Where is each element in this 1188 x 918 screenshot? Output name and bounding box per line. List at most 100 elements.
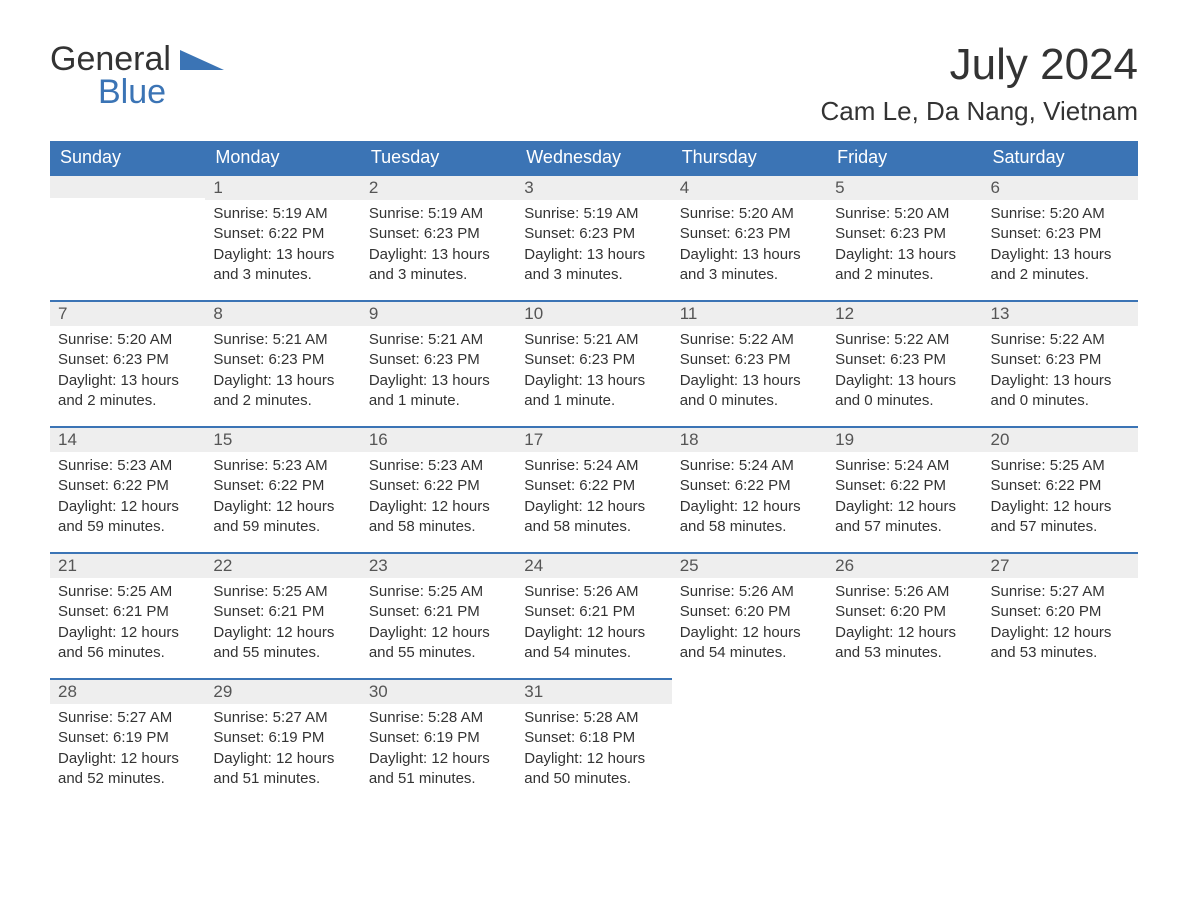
day-number: 3 <box>516 174 671 200</box>
day-body: Sunrise: 5:28 AMSunset: 6:19 PMDaylight:… <box>361 704 516 797</box>
day-body: Sunrise: 5:20 AMSunset: 6:23 PMDaylight:… <box>827 200 982 293</box>
day-number: 16 <box>361 426 516 452</box>
day-sunrise: Sunrise: 5:25 AM <box>369 582 508 602</box>
calendar-cell: 6Sunrise: 5:20 AMSunset: 6:23 PMDaylight… <box>983 174 1138 300</box>
day-body: Sunrise: 5:28 AMSunset: 6:18 PMDaylight:… <box>516 704 671 797</box>
day-sunrise: Sunrise: 5:26 AM <box>680 582 819 602</box>
calendar-cell: 22Sunrise: 5:25 AMSunset: 6:21 PMDayligh… <box>205 552 360 678</box>
day-dl1: Daylight: 12 hours <box>369 749 508 769</box>
day-dl2: and 0 minutes. <box>680 391 819 411</box>
day-sunrise: Sunrise: 5:22 AM <box>835 330 974 350</box>
day-body: Sunrise: 5:27 AMSunset: 6:19 PMDaylight:… <box>50 704 205 797</box>
day-sunrise: Sunrise: 5:20 AM <box>58 330 197 350</box>
calendar-cell: 25Sunrise: 5:26 AMSunset: 6:20 PMDayligh… <box>672 552 827 678</box>
day-dl2: and 50 minutes. <box>524 769 663 789</box>
day-dl1: Daylight: 12 hours <box>58 623 197 643</box>
day-body: Sunrise: 5:21 AMSunset: 6:23 PMDaylight:… <box>205 326 360 419</box>
day-body: Sunrise: 5:24 AMSunset: 6:22 PMDaylight:… <box>516 452 671 545</box>
day-dl2: and 52 minutes. <box>58 769 197 789</box>
day-number: 31 <box>516 678 671 704</box>
day-body: Sunrise: 5:23 AMSunset: 6:22 PMDaylight:… <box>50 452 205 545</box>
day-sunset: Sunset: 6:22 PM <box>58 476 197 496</box>
day-sunrise: Sunrise: 5:20 AM <box>991 204 1130 224</box>
day-number: 29 <box>205 678 360 704</box>
day-sunrise: Sunrise: 5:27 AM <box>991 582 1130 602</box>
day-dl2: and 3 minutes. <box>213 265 352 285</box>
calendar-cell: 10Sunrise: 5:21 AMSunset: 6:23 PMDayligh… <box>516 300 671 426</box>
day-sunset: Sunset: 6:22 PM <box>369 476 508 496</box>
logo-triangle-icon <box>180 50 224 70</box>
day-dl1: Daylight: 13 hours <box>991 371 1130 391</box>
day-header: Friday <box>827 141 982 174</box>
day-sunrise: Sunrise: 5:20 AM <box>835 204 974 224</box>
calendar-cell: 30Sunrise: 5:28 AMSunset: 6:19 PMDayligh… <box>361 678 516 804</box>
day-sunset: Sunset: 6:23 PM <box>369 350 508 370</box>
calendar-week-row: 7Sunrise: 5:20 AMSunset: 6:23 PMDaylight… <box>50 300 1138 426</box>
day-body: Sunrise: 5:26 AMSunset: 6:21 PMDaylight:… <box>516 578 671 671</box>
day-sunset: Sunset: 6:21 PM <box>524 602 663 622</box>
day-sunset: Sunset: 6:23 PM <box>524 224 663 244</box>
day-sunset: Sunset: 6:22 PM <box>524 476 663 496</box>
day-number: 2 <box>361 174 516 200</box>
page-subtitle: Cam Le, Da Nang, Vietnam <box>821 96 1138 127</box>
calendar-cell: 26Sunrise: 5:26 AMSunset: 6:20 PMDayligh… <box>827 552 982 678</box>
day-sunrise: Sunrise: 5:24 AM <box>835 456 974 476</box>
day-sunrise: Sunrise: 5:28 AM <box>369 708 508 728</box>
day-number: 8 <box>205 300 360 326</box>
day-sunset: Sunset: 6:23 PM <box>524 350 663 370</box>
day-sunset: Sunset: 6:23 PM <box>213 350 352 370</box>
day-dl1: Daylight: 12 hours <box>680 497 819 517</box>
calendar-cell <box>983 678 1138 804</box>
calendar-cell: 8Sunrise: 5:21 AMSunset: 6:23 PMDaylight… <box>205 300 360 426</box>
calendar-cell: 14Sunrise: 5:23 AMSunset: 6:22 PMDayligh… <box>50 426 205 552</box>
day-sunset: Sunset: 6:20 PM <box>991 602 1130 622</box>
day-sunrise: Sunrise: 5:25 AM <box>213 582 352 602</box>
day-sunrise: Sunrise: 5:21 AM <box>369 330 508 350</box>
day-dl2: and 56 minutes. <box>58 643 197 663</box>
day-dl1: Daylight: 13 hours <box>213 371 352 391</box>
day-dl1: Daylight: 12 hours <box>58 497 197 517</box>
day-body: Sunrise: 5:24 AMSunset: 6:22 PMDaylight:… <box>827 452 982 545</box>
day-number: 15 <box>205 426 360 452</box>
calendar-cell: 12Sunrise: 5:22 AMSunset: 6:23 PMDayligh… <box>827 300 982 426</box>
day-dl1: Daylight: 13 hours <box>58 371 197 391</box>
day-sunset: Sunset: 6:22 PM <box>835 476 974 496</box>
day-sunset: Sunset: 6:22 PM <box>213 476 352 496</box>
day-body: Sunrise: 5:27 AMSunset: 6:19 PMDaylight:… <box>205 704 360 797</box>
day-sunset: Sunset: 6:23 PM <box>369 224 508 244</box>
day-sunrise: Sunrise: 5:22 AM <box>991 330 1130 350</box>
day-dl2: and 1 minute. <box>369 391 508 411</box>
day-dl2: and 55 minutes. <box>369 643 508 663</box>
day-dl2: and 51 minutes. <box>213 769 352 789</box>
calendar-cell <box>672 678 827 804</box>
day-number: 12 <box>827 300 982 326</box>
day-dl1: Daylight: 13 hours <box>991 245 1130 265</box>
day-sunrise: Sunrise: 5:21 AM <box>213 330 352 350</box>
day-dl1: Daylight: 12 hours <box>524 749 663 769</box>
day-dl2: and 0 minutes. <box>835 391 974 411</box>
day-number: 6 <box>983 174 1138 200</box>
day-dl1: Daylight: 13 hours <box>524 371 663 391</box>
day-dl1: Daylight: 12 hours <box>991 623 1130 643</box>
day-dl2: and 2 minutes. <box>58 391 197 411</box>
day-number: 26 <box>827 552 982 578</box>
day-body: Sunrise: 5:19 AMSunset: 6:22 PMDaylight:… <box>205 200 360 293</box>
day-dl1: Daylight: 12 hours <box>213 749 352 769</box>
title-block: July 2024 Cam Le, Da Nang, Vietnam <box>821 40 1138 127</box>
day-sunset: Sunset: 6:23 PM <box>680 350 819 370</box>
day-sunset: Sunset: 6:23 PM <box>680 224 819 244</box>
day-dl2: and 59 minutes. <box>58 517 197 537</box>
day-number: 24 <box>516 552 671 578</box>
day-number: 10 <box>516 300 671 326</box>
day-dl2: and 59 minutes. <box>213 517 352 537</box>
day-dl1: Daylight: 12 hours <box>835 497 974 517</box>
day-sunset: Sunset: 6:20 PM <box>835 602 974 622</box>
day-dl2: and 2 minutes. <box>835 265 974 285</box>
calendar-cell <box>50 174 205 300</box>
day-number: 1 <box>205 174 360 200</box>
day-sunrise: Sunrise: 5:23 AM <box>58 456 197 476</box>
day-dl1: Daylight: 13 hours <box>213 245 352 265</box>
day-number: 22 <box>205 552 360 578</box>
day-dl2: and 57 minutes. <box>991 517 1130 537</box>
day-number: 20 <box>983 426 1138 452</box>
